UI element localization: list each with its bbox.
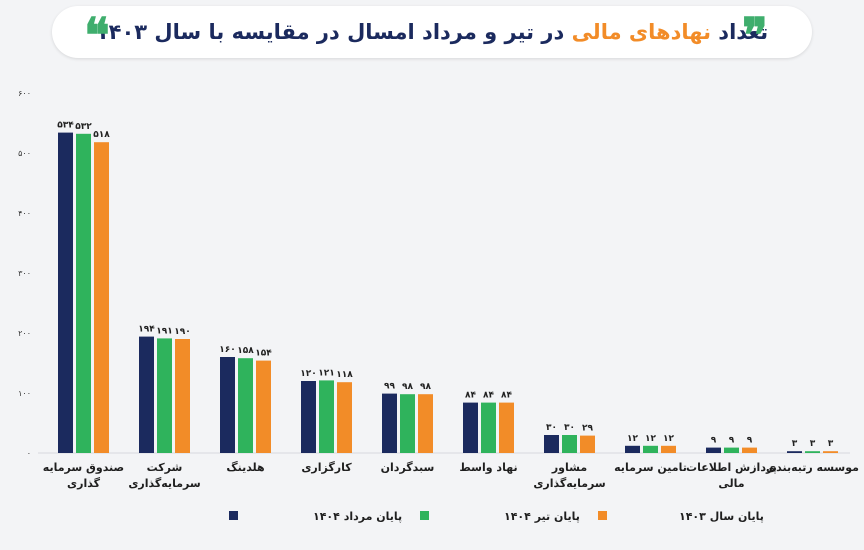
data-label: ۳	[810, 439, 816, 449]
x-category-label: هلدینگ	[226, 460, 264, 474]
x-category-label: کارگزاری	[301, 461, 352, 474]
data-label: ۱۶۰	[219, 345, 235, 355]
bar	[481, 402, 496, 453]
data-label: ۵۱۸	[93, 130, 110, 140]
data-label: ۱۲	[645, 434, 656, 444]
legend-label: پایان سال ۱۴۰۳	[679, 510, 764, 523]
title-accent: نهادهای مالی	[571, 20, 711, 44]
bar	[157, 338, 172, 453]
y-tick-label: ۱۰۰	[18, 389, 31, 398]
bar	[742, 447, 757, 453]
bar	[625, 445, 640, 453]
data-label: ۹	[747, 436, 753, 446]
bar	[706, 447, 721, 453]
bar	[499, 402, 514, 453]
bar	[220, 357, 235, 453]
x-category-label: مشاور	[551, 461, 587, 474]
y-tick-label: ۳۰۰	[18, 269, 31, 278]
data-label: ۳۰	[564, 423, 575, 433]
x-category-label: تامین سرمایه	[614, 461, 687, 474]
bar	[724, 447, 739, 453]
bar	[238, 358, 253, 453]
open-quote-icon: ❝	[84, 8, 110, 64]
x-category-label: سبدگردان	[381, 461, 435, 474]
bar	[382, 393, 397, 453]
bar	[94, 142, 109, 453]
data-label: ۹	[711, 436, 717, 446]
data-label: ۱۵۴	[255, 349, 272, 359]
chart-title: تعداد نهادهای مالی در تیر و مرداد امسال …	[96, 20, 768, 44]
legend-swatch	[420, 511, 429, 520]
y-tick-label: ۶۰۰	[18, 89, 31, 98]
y-tick-label: ۰	[27, 449, 31, 458]
data-label: ۸۴	[501, 391, 512, 401]
data-label: ۱۱۸	[336, 370, 353, 380]
x-category-label: شرکت	[147, 461, 183, 474]
bar	[337, 382, 352, 453]
y-tick-label: ۵۰۰	[18, 149, 31, 158]
data-label: ۳	[792, 439, 798, 449]
data-label: ۱۲۰	[300, 369, 316, 379]
bar	[805, 451, 820, 453]
title-part-1: تعداد	[711, 20, 769, 44]
data-label: ۱۲	[663, 434, 674, 444]
data-label: ۱۹۰	[174, 327, 190, 337]
data-label: ۱۲	[627, 434, 638, 444]
bar	[400, 394, 415, 453]
data-label: ۸۴	[483, 391, 494, 401]
data-label: ۸۴	[465, 391, 476, 401]
data-label: ۱۲۱	[318, 368, 334, 378]
y-tick-label: ۴۰۰	[18, 209, 31, 218]
bar	[544, 435, 559, 453]
bar	[139, 336, 154, 453]
bar	[580, 435, 595, 453]
bar	[418, 394, 433, 453]
bar	[301, 381, 316, 453]
data-label: ۱۹۱	[156, 326, 172, 336]
x-category-label: مالی	[718, 477, 744, 490]
bar	[562, 435, 577, 453]
data-label: ۳۰	[546, 423, 557, 433]
data-label: ۹	[729, 436, 735, 446]
data-label: ۳	[828, 439, 834, 449]
bar	[256, 360, 271, 453]
x-category-label: سرمایه‌گذاری	[128, 477, 200, 490]
x-category-label: نهاد واسط	[459, 461, 517, 474]
y-tick-label: ۲۰۰	[18, 329, 31, 338]
data-label: ۹۸	[402, 382, 413, 392]
data-label: ۵۳۲	[75, 122, 92, 132]
x-category-label: پردازش اطلاعات	[686, 461, 777, 474]
title-bar: تعداد نهادهای مالی در تیر و مرداد امسال …	[52, 6, 812, 58]
bar	[643, 445, 658, 453]
legend-label: پایان مرداد ۱۴۰۴	[313, 510, 402, 523]
legend-swatch	[229, 511, 238, 520]
legend-swatch	[598, 511, 607, 520]
x-category-label: موسسه رتبه‌بندی	[766, 461, 859, 474]
close-quote-icon: ❞	[742, 8, 768, 64]
legend-label: پایان تیر ۱۴۰۴	[504, 510, 580, 523]
x-category-label: گذاری	[67, 477, 101, 490]
bar	[319, 380, 334, 453]
data-label: ۱۹۴	[138, 325, 155, 335]
x-category-label: سرمایه‌گذاری	[533, 477, 605, 490]
bar	[661, 445, 676, 453]
title-part-2: در تیر و مرداد امسال در مقایسه با سال ۱۴…	[95, 20, 572, 44]
x-category-label: صندوق سرمایه	[43, 461, 124, 474]
data-label: ۹۸	[420, 382, 431, 392]
data-label: ۵۳۴	[57, 121, 74, 131]
data-label: ۱۵۸	[237, 346, 254, 356]
data-label: ۹۹	[384, 382, 395, 392]
bar	[463, 402, 478, 453]
bar	[823, 451, 838, 453]
bar	[58, 132, 73, 453]
bar	[175, 339, 190, 453]
bar	[787, 451, 802, 453]
bar	[76, 133, 91, 454]
data-label: ۲۹	[582, 424, 593, 434]
